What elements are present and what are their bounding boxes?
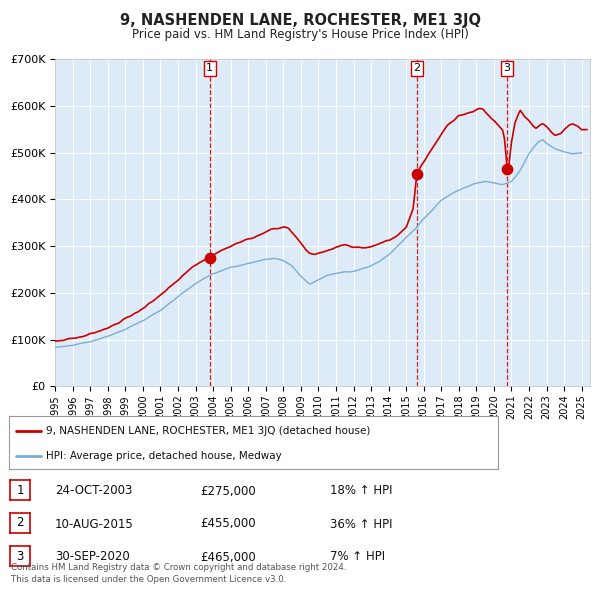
Point (412, 169, 422, 178)
Text: 1: 1 (16, 483, 24, 497)
Text: £465,000: £465,000 (200, 550, 256, 563)
Text: Contains HM Land Registry data © Crown copyright and database right 2024.
This d: Contains HM Land Registry data © Crown c… (11, 563, 346, 584)
Point (205, 253, 215, 263)
Text: 1: 1 (206, 63, 213, 73)
Point (502, 164, 512, 173)
Text: 30-SEP-2020: 30-SEP-2020 (55, 550, 130, 563)
Text: 2: 2 (413, 63, 421, 73)
Text: £455,000: £455,000 (200, 517, 256, 530)
Text: 10-AUG-2015: 10-AUG-2015 (55, 517, 134, 530)
Text: 3: 3 (16, 549, 23, 562)
Text: 24-OCT-2003: 24-OCT-2003 (55, 484, 133, 497)
Text: 2: 2 (16, 516, 24, 529)
Text: 3: 3 (503, 63, 511, 73)
Text: 36% ↑ HPI: 36% ↑ HPI (330, 517, 392, 530)
Text: 9, NASHENDEN LANE, ROCHESTER, ME1 3JQ (detached house): 9, NASHENDEN LANE, ROCHESTER, ME1 3JQ (d… (46, 426, 370, 436)
Text: 18% ↑ HPI: 18% ↑ HPI (330, 484, 392, 497)
Text: 9, NASHENDEN LANE, ROCHESTER, ME1 3JQ: 9, NASHENDEN LANE, ROCHESTER, ME1 3JQ (119, 13, 481, 28)
Text: HPI: Average price, detached house, Medway: HPI: Average price, detached house, Medw… (46, 451, 281, 461)
Text: 7% ↑ HPI: 7% ↑ HPI (330, 550, 385, 563)
Text: £275,000: £275,000 (200, 484, 256, 497)
Text: Price paid vs. HM Land Registry's House Price Index (HPI): Price paid vs. HM Land Registry's House … (131, 28, 469, 41)
